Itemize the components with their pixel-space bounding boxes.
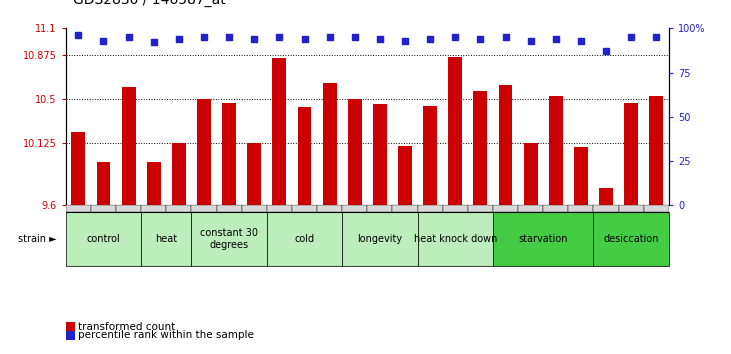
Point xyxy=(273,34,285,40)
Bar xyxy=(342,205,368,212)
Point xyxy=(299,36,311,42)
Text: GDS2830 / 146587_at: GDS2830 / 146587_at xyxy=(73,0,226,7)
Bar xyxy=(624,103,638,205)
Bar xyxy=(192,212,267,266)
Bar xyxy=(393,205,417,212)
Bar xyxy=(66,212,141,266)
Bar xyxy=(322,82,336,205)
Bar xyxy=(197,99,211,205)
Bar xyxy=(298,107,311,205)
Text: longevity: longevity xyxy=(357,234,403,244)
Point xyxy=(98,38,110,44)
Point xyxy=(72,33,84,38)
Text: desiccation: desiccation xyxy=(603,234,659,244)
Bar xyxy=(398,146,412,205)
Point xyxy=(600,48,612,54)
Bar xyxy=(644,205,669,212)
Bar xyxy=(96,162,110,205)
Bar xyxy=(417,212,493,266)
Bar xyxy=(493,205,518,212)
Text: cold: cold xyxy=(295,234,314,244)
Text: heat: heat xyxy=(155,234,178,244)
Bar xyxy=(141,212,192,266)
Text: constant 30
degrees: constant 30 degrees xyxy=(200,228,258,250)
Bar xyxy=(242,205,267,212)
Point xyxy=(173,36,185,42)
Bar xyxy=(594,205,618,212)
Bar xyxy=(91,205,116,212)
Bar xyxy=(121,87,135,205)
Point xyxy=(474,36,486,42)
Point xyxy=(374,36,386,42)
Bar xyxy=(649,96,663,205)
Bar xyxy=(417,205,443,212)
Bar xyxy=(543,205,569,212)
Bar xyxy=(147,162,161,205)
Bar xyxy=(116,205,141,212)
Bar xyxy=(594,212,669,266)
Point xyxy=(550,36,561,42)
Bar xyxy=(317,205,342,212)
Bar xyxy=(549,96,563,205)
Bar xyxy=(292,205,317,212)
Text: percentile rank within the sample: percentile rank within the sample xyxy=(78,330,254,341)
Bar xyxy=(569,205,594,212)
Bar xyxy=(66,205,91,212)
Point xyxy=(349,34,360,40)
Point xyxy=(450,34,461,40)
Bar xyxy=(493,212,594,266)
Point xyxy=(198,34,210,40)
Bar xyxy=(523,143,537,205)
Bar xyxy=(448,57,462,205)
Bar xyxy=(474,91,488,205)
Bar xyxy=(267,212,342,266)
Point xyxy=(223,34,235,40)
Bar xyxy=(273,58,287,205)
Point xyxy=(525,38,537,44)
Point xyxy=(625,34,637,40)
Bar xyxy=(192,205,216,212)
Bar xyxy=(172,143,186,205)
Point xyxy=(500,34,512,40)
Text: heat knock down: heat knock down xyxy=(414,234,497,244)
Bar xyxy=(367,205,393,212)
Bar xyxy=(222,103,236,205)
Bar xyxy=(167,205,192,212)
Bar xyxy=(468,205,493,212)
Bar xyxy=(342,212,417,266)
Bar xyxy=(348,99,362,205)
Bar xyxy=(141,205,167,212)
Text: control: control xyxy=(86,234,121,244)
Bar xyxy=(72,132,86,205)
Point xyxy=(575,38,587,44)
Text: strain ►: strain ► xyxy=(18,234,57,244)
Bar xyxy=(423,106,437,205)
Bar xyxy=(499,85,512,205)
Point xyxy=(424,36,436,42)
Bar xyxy=(618,205,644,212)
Text: starvation: starvation xyxy=(518,234,568,244)
Point xyxy=(148,40,159,45)
Bar xyxy=(599,188,613,205)
Bar xyxy=(574,148,588,205)
Point xyxy=(123,34,135,40)
Point xyxy=(324,34,336,40)
Point xyxy=(249,36,260,42)
Bar xyxy=(216,205,242,212)
Bar xyxy=(443,205,468,212)
Point xyxy=(651,34,662,40)
Bar xyxy=(267,205,292,212)
Text: transformed count: transformed count xyxy=(78,321,175,332)
Point xyxy=(399,38,411,44)
Bar xyxy=(518,205,543,212)
Bar xyxy=(247,143,261,205)
Bar xyxy=(373,104,387,205)
